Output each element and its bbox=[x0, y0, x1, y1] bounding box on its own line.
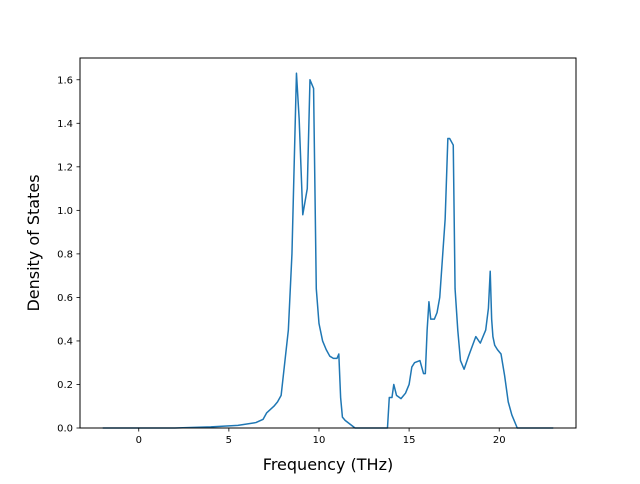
y-tick-label: 1.4 bbox=[57, 119, 73, 130]
y-tick-label: 0.2 bbox=[57, 380, 73, 391]
series-layer bbox=[102, 72, 554, 429]
x-tick-label: 5 bbox=[226, 435, 232, 446]
x-axis-ticks: 0 5 10 15 20 bbox=[136, 428, 506, 446]
y-tick-label: 0.4 bbox=[57, 336, 73, 347]
series-line-0 bbox=[102, 72, 554, 429]
y-tick-label: 0.0 bbox=[57, 424, 73, 435]
x-tick-label: 20 bbox=[493, 435, 506, 446]
x-axis-label: Frequency (THz) bbox=[263, 455, 393, 474]
y-tick-label: 1.6 bbox=[57, 75, 73, 86]
x-tick-label: 15 bbox=[403, 435, 416, 446]
y-axis-ticks: 0.0 0.2 0.4 0.6 0.8 1.0 1.2 1.4 1.6 bbox=[57, 75, 80, 435]
y-tick-label: 1.2 bbox=[57, 162, 73, 173]
y-tick-label: 1.0 bbox=[57, 206, 73, 217]
y-tick-label: 0.6 bbox=[57, 293, 73, 304]
y-tick-label: 0.8 bbox=[57, 249, 73, 260]
plot-frame bbox=[79, 57, 577, 429]
x-tick-label: 10 bbox=[313, 435, 326, 446]
x-tick-label: 0 bbox=[136, 435, 142, 446]
y-axis-label: Density of States bbox=[24, 174, 43, 311]
